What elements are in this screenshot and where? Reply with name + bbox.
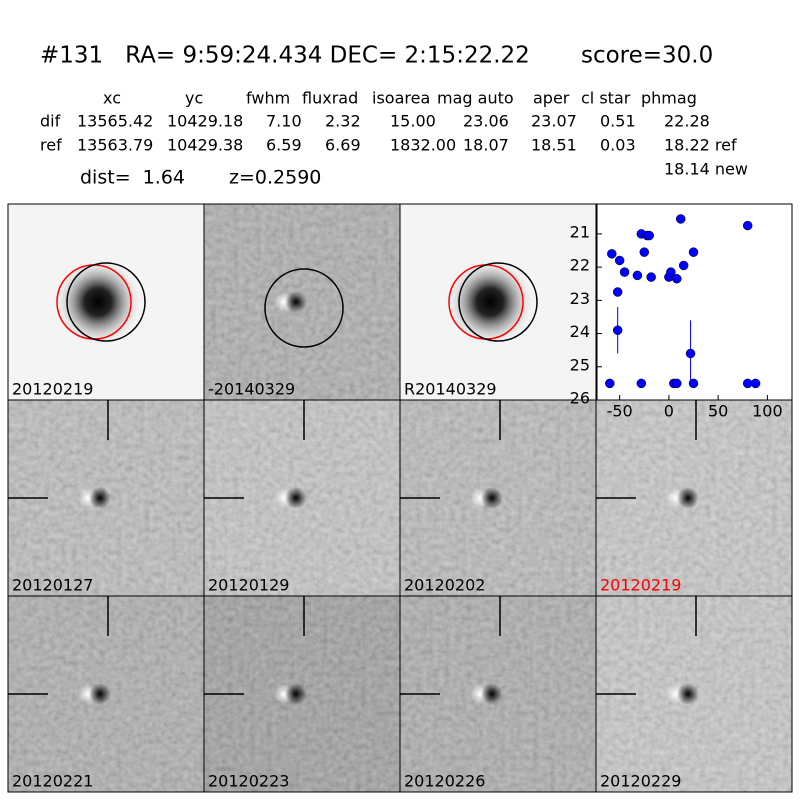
title: #131 RA= 9:59:24.434 DEC= 2:15:22.22 sco… [40, 43, 713, 69]
source [53, 257, 143, 347]
x-tick-label: 50 [708, 402, 728, 421]
point [612, 287, 623, 297]
cell: 6.69 [325, 136, 361, 155]
point [672, 378, 682, 389]
column-header: mag auto [437, 89, 514, 108]
y-tick-label: 26 [570, 389, 590, 408]
point [672, 273, 682, 284]
cell: 2.32 [325, 112, 361, 131]
aperture [66, 262, 146, 342]
point [636, 378, 647, 389]
stamp-frame [595, 595, 793, 793]
stamp-label: 20120219 [600, 576, 681, 595]
cell: 10429.18 [167, 112, 243, 131]
cell: 6.59 [266, 136, 302, 155]
cell: 15.00 [390, 112, 436, 131]
column-header: yc [185, 89, 203, 108]
cell: 0.51 [600, 112, 636, 131]
dist: dist= 1.64 [80, 167, 185, 189]
y-tick-label: 24 [570, 322, 590, 341]
point [688, 378, 699, 389]
point [605, 378, 615, 389]
source [285, 291, 307, 313]
stamp-label: 20120226 [404, 772, 485, 791]
point [742, 220, 753, 231]
stamp-label: 20120219 [12, 380, 93, 399]
x-tick-label: 100 [752, 402, 783, 421]
source [285, 487, 307, 509]
source [89, 487, 111, 509]
source [677, 683, 699, 705]
stamp-label: 20120229 [600, 772, 681, 791]
x-tick-label: -50 [607, 402, 633, 421]
row-label: dif [40, 112, 61, 131]
row-label: ref [40, 136, 62, 155]
point [666, 267, 676, 277]
cell: 13565.42 [77, 112, 153, 131]
point [612, 325, 623, 335]
stamp-label: 20120129 [208, 576, 289, 595]
source [677, 487, 699, 509]
column-header: cl star [581, 89, 631, 108]
cell: 13563.79 [77, 136, 153, 155]
aperture [264, 268, 344, 348]
point [639, 247, 650, 257]
point [678, 260, 689, 271]
stamp-label: 20120221 [12, 772, 93, 791]
plot-area [596, 203, 793, 401]
column-header: aper [533, 89, 570, 108]
point [750, 378, 761, 389]
cell: 7.10 [266, 112, 302, 131]
stamp-label: -20140329 [208, 380, 295, 399]
point [632, 270, 643, 281]
column-header: fluxrad [302, 89, 358, 108]
cell: 18.22 ref [664, 136, 737, 155]
point [619, 267, 630, 277]
column-header: isoarea [372, 89, 430, 108]
point [675, 214, 686, 224]
redshift: z=0.2590 [229, 167, 321, 189]
source [481, 487, 503, 509]
point [644, 230, 654, 241]
cell: 23.06 [463, 112, 509, 131]
source [481, 683, 503, 705]
stamp-label: R20140329 [404, 380, 497, 399]
aperture [458, 262, 538, 342]
source [445, 257, 535, 347]
y-tick-label: 23 [570, 289, 590, 308]
point [614, 255, 625, 266]
x-tick-label: 0 [664, 402, 674, 421]
source [89, 683, 111, 705]
cell: 23.07 [531, 112, 577, 131]
cell: 0.03 [600, 136, 636, 155]
cell: 22.28 [664, 112, 710, 131]
cell: 18.51 [531, 136, 577, 155]
point [685, 348, 696, 359]
stamp-label: 20120127 [12, 576, 93, 595]
point [646, 272, 656, 282]
source [285, 683, 307, 705]
new-mag: 18.14 new [664, 160, 748, 179]
cell: 18.07 [463, 136, 509, 155]
column-header: phmag [641, 89, 697, 108]
column-header: xc [103, 89, 121, 108]
point [688, 247, 699, 257]
y-tick-label: 25 [570, 355, 590, 374]
cell: 1832.00 [390, 136, 456, 155]
y-tick-label: 22 [570, 256, 590, 275]
stamp-label: 20120223 [208, 772, 289, 791]
stamp-label: 20120202 [404, 576, 485, 595]
y-tick-label: 21 [570, 222, 590, 241]
column-header: fwhm [246, 89, 290, 108]
cell: 10429.38 [167, 136, 243, 155]
point [607, 249, 617, 259]
